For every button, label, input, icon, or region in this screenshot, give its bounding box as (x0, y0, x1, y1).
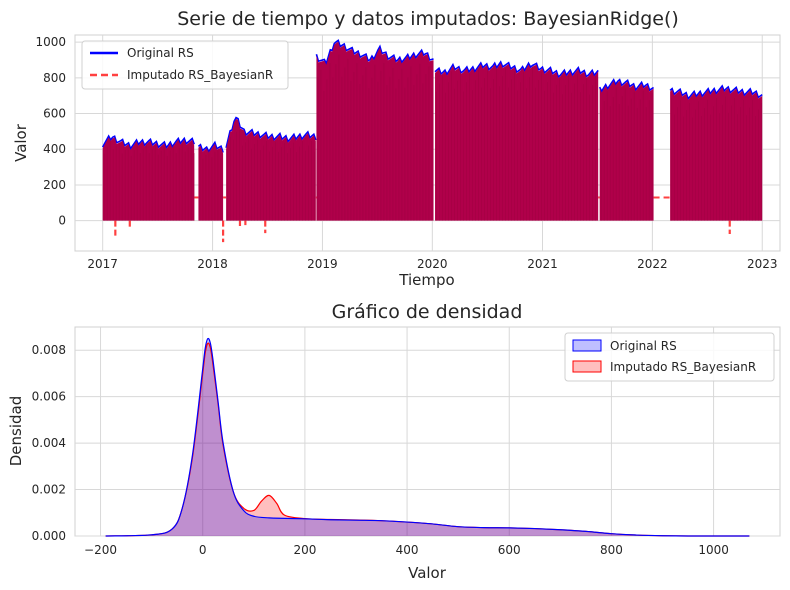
imputed-series-band (599, 80, 654, 221)
y-ticks: 0 200 400 600 800 1000 (35, 35, 66, 228)
legend-label-original: Original RS (610, 339, 677, 353)
x-ticks: 2017 2018 2019 2020 2021 2022 2023 (87, 257, 777, 271)
x-tick-label: 600 (498, 543, 521, 557)
x-tick-label: 2017 (87, 257, 118, 271)
original-series-envelope (197, 140, 224, 154)
y-tick-label: 0.008 (32, 343, 66, 357)
legend-swatch-imputed (572, 360, 602, 373)
x-tick-label: 2023 (747, 257, 778, 271)
legend-label-imputed: Imputado RS_BayesianR (610, 360, 756, 374)
legend: Original RS Imputado RS_BayesianR (81, 40, 289, 90)
x-tick-label: 2018 (197, 257, 228, 271)
legend-swatch-original (572, 339, 602, 352)
timeseries-chart: Serie de tiempo y datos imputados: Bayes… (12, 8, 781, 289)
imputed-series-band (435, 63, 599, 221)
x-tick-label: 200 (293, 543, 316, 557)
x-tick-label: 800 (600, 543, 623, 557)
y-tick-label: 400 (43, 142, 66, 156)
legend-label-original: Original RS (127, 46, 194, 60)
original-series-envelope (225, 116, 317, 149)
original-series-envelope (434, 60, 599, 79)
x-ticks: −200 0 200 400 600 800 1000 (84, 543, 729, 557)
legend-box (564, 332, 775, 382)
original-series-envelope (598, 78, 655, 93)
imputed-series-band (670, 87, 763, 221)
y-tick-label: 0 (58, 214, 66, 228)
chart-title: Serie de tiempo y datos imputados: Bayes… (177, 8, 679, 30)
chart-title: Gráfico de densidad (332, 301, 523, 323)
original-series-envelope (101, 134, 195, 151)
data-layer (101, 39, 763, 243)
x-tick-label: 2022 (637, 257, 668, 271)
y-ticks: 0.000 0.002 0.004 0.006 0.008 (32, 343, 66, 543)
density-line-original (105, 337, 750, 537)
y-tick-label: 1000 (35, 35, 66, 49)
y-tick-label: 0.006 (32, 390, 66, 404)
original-series-envelope (315, 39, 434, 66)
y-tick-label: 0.000 (32, 529, 66, 543)
original-series-envelope (669, 84, 763, 101)
y-tick-label: 0.002 (32, 483, 66, 497)
x-tick-label: −200 (84, 543, 117, 557)
density-chart: Gráfico de densidad −200 0 200 400 600 800 100… (7, 301, 781, 582)
x-tick-label: 2020 (417, 257, 448, 271)
x-axis-label: Valor (408, 564, 447, 582)
y-axis-label: Densidad (7, 396, 25, 467)
imputed-series-band (102, 137, 195, 221)
x-tick-label: 1000 (698, 543, 729, 557)
y-tick-label: 600 (43, 107, 66, 121)
legend-box (81, 40, 289, 90)
grid (75, 327, 780, 537)
x-tick-label: 2021 (527, 257, 558, 271)
y-axis-label: Valor (12, 123, 30, 162)
y-tick-label: 200 (43, 178, 66, 192)
y-tick-label: 800 (43, 71, 66, 85)
x-tick-label: 0 (199, 543, 207, 557)
y-tick-label: 0.004 (32, 436, 66, 450)
x-tick-label: 2019 (307, 257, 338, 271)
x-tick-label: 400 (396, 543, 419, 557)
legend-label-imputed: Imputado RS_BayesianR (127, 68, 273, 82)
legend: Original RS Imputado RS_BayesianR (564, 332, 775, 382)
data-layer (105, 337, 750, 537)
x-axis-label: Tiempo (398, 271, 454, 289)
imputed-series-band (198, 143, 224, 221)
